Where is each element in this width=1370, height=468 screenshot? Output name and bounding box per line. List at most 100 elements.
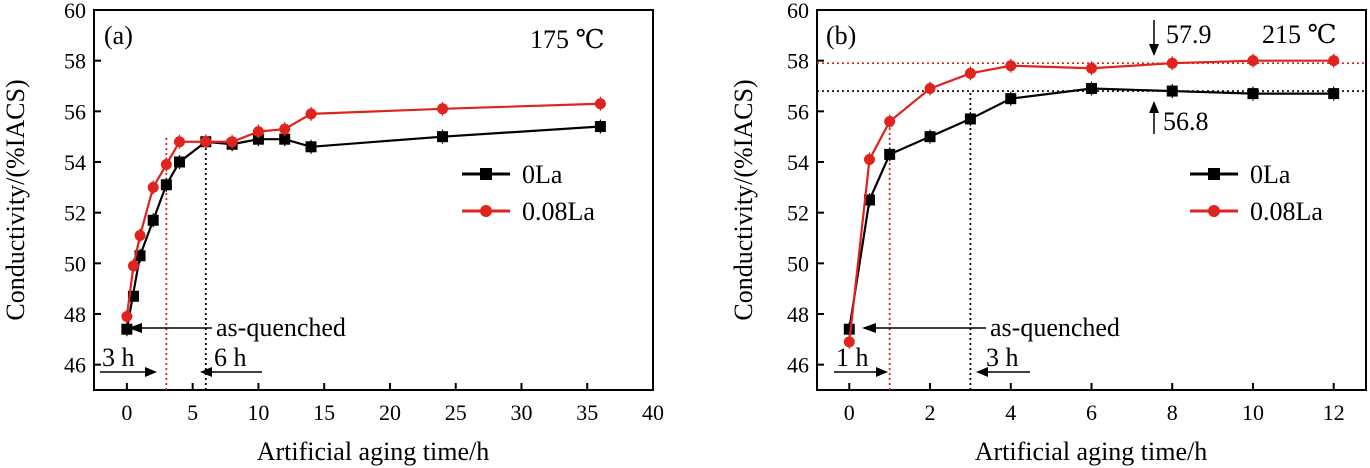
y-tick-label: 58 xyxy=(787,49,809,74)
x-tick-label: 0 xyxy=(844,400,855,425)
x-tick-label: 40 xyxy=(642,400,664,425)
data-point-square xyxy=(1086,83,1097,95)
y-tick-label: 54 xyxy=(64,150,86,175)
x-tick-label: 4 xyxy=(1005,400,1016,425)
legend-marker-0la-b xyxy=(1208,168,1220,180)
value-arrowhead-568 xyxy=(1149,101,1159,113)
data-point-square xyxy=(279,133,291,145)
x-tick-label: 12 xyxy=(1323,400,1345,425)
x-tick-label: 25 xyxy=(445,400,467,425)
data-point-circle xyxy=(121,311,133,323)
value-label-568: 56.8 xyxy=(1163,107,1209,136)
data-point-circle xyxy=(437,103,449,115)
x-tick-label: 5 xyxy=(187,400,198,425)
x-axis-label-a: Artificial aging time/h xyxy=(257,437,490,466)
y-tick-label: 50 xyxy=(64,251,86,276)
data-point-circle xyxy=(173,136,185,148)
data-point-circle xyxy=(594,98,606,110)
data-point-square xyxy=(884,148,896,160)
data-point-circle xyxy=(127,260,139,272)
data-point-square xyxy=(1247,88,1259,100)
data-point-circle xyxy=(1166,57,1178,69)
value-label-579: 57.9 xyxy=(1166,20,1212,49)
plot-frame-a xyxy=(93,9,654,391)
as-quenched-label-a: as-quenched xyxy=(216,313,346,342)
x-axis-label-b: Artificial aging time/h xyxy=(975,437,1208,466)
time-label-right-a: 6 h xyxy=(214,343,247,372)
data-point-circle xyxy=(964,67,976,79)
panel-label-b: (b) xyxy=(826,21,856,50)
data-point-circle xyxy=(279,123,291,135)
series-line-0La xyxy=(848,87,1334,330)
x-tick-label: 10 xyxy=(1242,400,1264,425)
data-point-circle xyxy=(1086,62,1097,74)
data-point-square xyxy=(173,156,185,168)
data-point-square xyxy=(160,179,172,191)
data-point-circle xyxy=(305,108,317,120)
time-arrowhead-left-a xyxy=(145,367,157,377)
legend-label-0la-b: 0La xyxy=(1250,160,1291,189)
time-label-right-b: 3 h xyxy=(986,343,1019,372)
y-tick-label: 56 xyxy=(64,99,86,124)
data-point-square xyxy=(964,113,976,125)
y-tick-label: 48 xyxy=(64,302,86,327)
series-line-008La xyxy=(848,59,1334,342)
time-label-left-b: 1 h xyxy=(836,343,869,372)
data-point-circle xyxy=(134,229,146,241)
data-point-circle xyxy=(863,153,875,165)
y-tick-label: 56 xyxy=(787,99,809,124)
y-tick-label: 60 xyxy=(64,0,86,23)
data-point-circle xyxy=(1005,60,1017,72)
data-point-square xyxy=(305,141,317,153)
y-tick-label: 60 xyxy=(787,0,809,23)
data-point-square xyxy=(1166,85,1178,97)
data-point-circle xyxy=(843,336,855,348)
legend-label-008la-a: 0.08La xyxy=(522,197,595,226)
x-tick-label: 15 xyxy=(313,400,335,425)
legend-marker-0la-a xyxy=(480,168,492,180)
temperature-label-b: 215 ℃ xyxy=(1262,20,1337,49)
x-tick-label: 8 xyxy=(1167,400,1178,425)
data-point-circle xyxy=(226,136,238,148)
as-quenched-arrowhead-b xyxy=(862,323,876,333)
data-point-square xyxy=(843,323,855,335)
time-label-left-a: 3 h xyxy=(102,343,135,372)
y-tick-label: 58 xyxy=(64,49,86,74)
legend-label-008la-b: 0.08La xyxy=(1250,197,1323,226)
x-tick-label: 20 xyxy=(379,400,401,425)
data-point-circle xyxy=(884,115,896,127)
data-point-square xyxy=(863,194,875,206)
y-axis-label-a: Conductivity/(%IACS) xyxy=(1,79,30,320)
y-tick-label: 52 xyxy=(787,201,809,226)
x-tick-label: 2 xyxy=(925,400,936,425)
data-point-circle xyxy=(924,83,936,95)
as-quenched-arrowhead-a xyxy=(128,323,142,333)
data-point-square xyxy=(147,214,159,226)
panel-a: 46 48 50 52 54 56 58 60 0 5 10 15 20 25 30 35 40 (a) 17… xyxy=(1,0,664,466)
data-point-square xyxy=(121,323,133,335)
legend-marker-008la-b xyxy=(1208,205,1220,217)
x-tick-label: 6 xyxy=(1086,400,1097,425)
x-tick-label: 0 xyxy=(121,400,132,425)
y-tick-label: 52 xyxy=(64,201,86,226)
y-axis-label-b: Conductivity/(%IACS) xyxy=(729,79,758,320)
data-point-circle xyxy=(1328,55,1340,67)
data-point-circle xyxy=(147,181,159,193)
data-point-square xyxy=(1328,88,1340,100)
data-point-square xyxy=(127,290,139,302)
data-point-circle xyxy=(252,126,264,138)
data-point-square xyxy=(594,121,606,133)
panel-label-a: (a) xyxy=(104,21,133,50)
time-arrowhead-left-b xyxy=(876,367,888,377)
series-line-0La xyxy=(125,125,601,330)
y-tick-label: 54 xyxy=(787,150,809,175)
x-tick-label: 10 xyxy=(247,400,269,425)
x-tick-label: 35 xyxy=(576,400,598,425)
y-tick-label: 46 xyxy=(64,353,86,378)
data-point-circle xyxy=(200,136,212,148)
time-arrowhead-right-b xyxy=(976,367,988,377)
legend-marker-008la-a xyxy=(480,205,492,217)
legend-label-0la-a: 0La xyxy=(522,160,563,189)
